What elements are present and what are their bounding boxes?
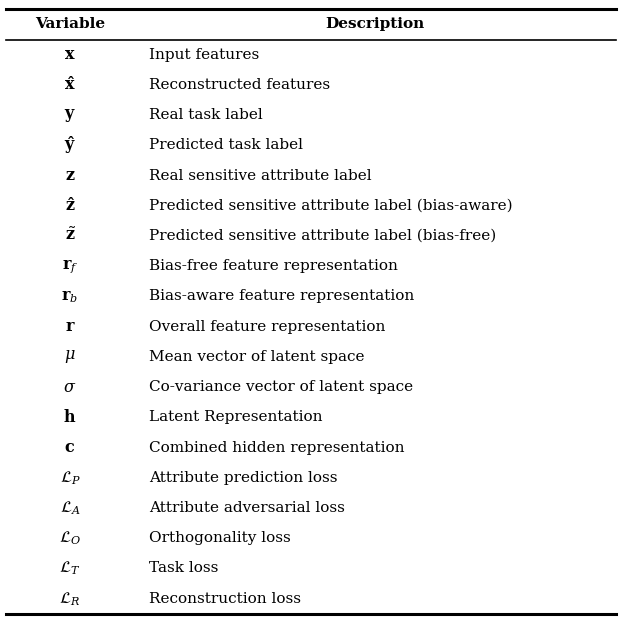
Text: $\mathbf{\hat{x}}$: $\mathbf{\hat{x}}$ bbox=[64, 76, 76, 94]
Text: Predicted sensitive attribute label (bias-free): Predicted sensitive attribute label (bia… bbox=[149, 229, 496, 243]
Text: Real sensitive attribute label: Real sensitive attribute label bbox=[149, 169, 372, 182]
Text: Attribute adversarial loss: Attribute adversarial loss bbox=[149, 501, 345, 515]
Text: Latent Representation: Latent Representation bbox=[149, 410, 323, 424]
Text: $\mathbf{\hat{y}}$: $\mathbf{\hat{y}}$ bbox=[64, 135, 76, 156]
Text: $\mathcal{L}_R$: $\mathcal{L}_R$ bbox=[59, 590, 81, 608]
Text: Combined hidden representation: Combined hidden representation bbox=[149, 441, 405, 454]
Text: Variable: Variable bbox=[35, 17, 105, 32]
Text: $\mathcal{L}_A$: $\mathcal{L}_A$ bbox=[60, 499, 80, 517]
Text: $\mathbf{y}$: $\mathbf{y}$ bbox=[64, 107, 76, 123]
Text: Reconstruction loss: Reconstruction loss bbox=[149, 591, 301, 606]
Text: $\mathbf{\tilde{z}}$: $\mathbf{\tilde{z}}$ bbox=[65, 228, 75, 244]
Text: Mean vector of latent space: Mean vector of latent space bbox=[149, 350, 364, 364]
Text: Real task label: Real task label bbox=[149, 108, 263, 122]
Text: Bias-aware feature representation: Bias-aware feature representation bbox=[149, 290, 414, 303]
Text: $\mathbf{r}_b$: $\mathbf{r}_b$ bbox=[62, 288, 78, 305]
Text: Predicted task label: Predicted task label bbox=[149, 138, 304, 153]
Text: $\mathbf{r}_f$: $\mathbf{r}_f$ bbox=[62, 258, 78, 275]
Text: $\mathcal{L}_O$: $\mathcal{L}_O$ bbox=[59, 529, 81, 547]
Text: Reconstructed features: Reconstructed features bbox=[149, 78, 330, 92]
Text: Task loss: Task loss bbox=[149, 562, 219, 575]
Text: $\mathcal{L}_T$: $\mathcal{L}_T$ bbox=[59, 560, 81, 577]
Text: $\mathbf{r}$: $\mathbf{r}$ bbox=[65, 318, 75, 335]
Text: $\sigma$: $\sigma$ bbox=[63, 379, 77, 396]
Text: Attribute prediction loss: Attribute prediction loss bbox=[149, 471, 338, 485]
Text: $\mathcal{L}_P$: $\mathcal{L}_P$ bbox=[60, 469, 80, 487]
Text: $\mu$: $\mu$ bbox=[64, 348, 76, 365]
Text: Description: Description bbox=[325, 17, 424, 32]
Text: $\mathbf{\hat{z}}$: $\mathbf{\hat{z}}$ bbox=[65, 197, 75, 215]
Text: $\mathbf{c}$: $\mathbf{c}$ bbox=[65, 439, 75, 456]
Text: Overall feature representation: Overall feature representation bbox=[149, 320, 386, 334]
Text: Bias-free feature representation: Bias-free feature representation bbox=[149, 259, 398, 273]
Text: Co-variance vector of latent space: Co-variance vector of latent space bbox=[149, 380, 414, 394]
Text: Input features: Input features bbox=[149, 48, 259, 61]
Text: Orthogonality loss: Orthogonality loss bbox=[149, 531, 291, 545]
Text: $\mathbf{z}$: $\mathbf{z}$ bbox=[65, 167, 75, 184]
Text: $\mathbf{h}$: $\mathbf{h}$ bbox=[63, 409, 77, 426]
Text: Predicted sensitive attribute label (bias-aware): Predicted sensitive attribute label (bia… bbox=[149, 199, 513, 213]
Text: $\mathbf{x}$: $\mathbf{x}$ bbox=[64, 46, 76, 63]
